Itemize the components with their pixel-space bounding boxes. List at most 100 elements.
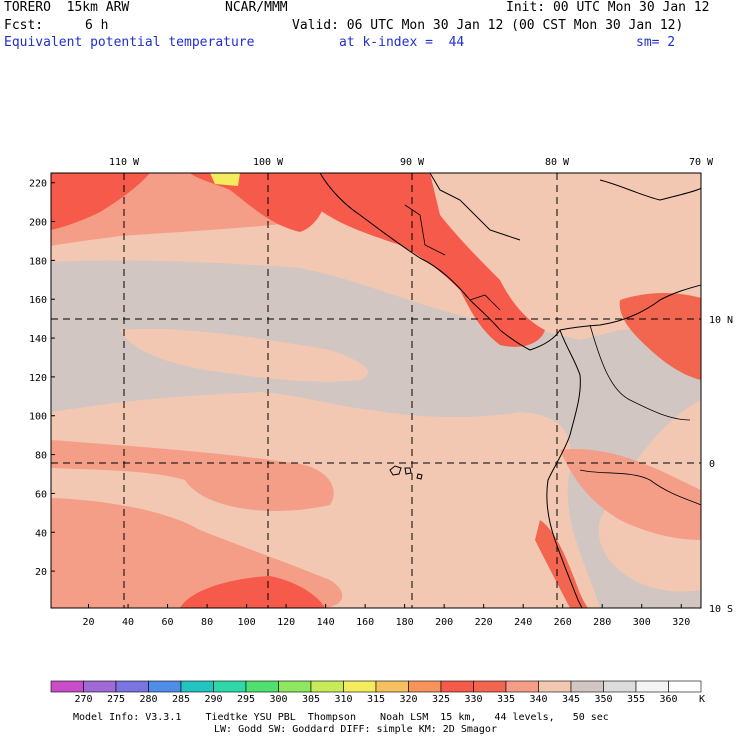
plot-area — [51, 173, 701, 608]
x-tick-label: 300 — [633, 617, 651, 628]
longitude-label: 80 W — [545, 157, 570, 168]
colorbar-label: 285 — [171, 694, 191, 705]
colorbar-swatch — [668, 680, 702, 693]
colorbar-swatch — [570, 680, 604, 693]
red-north-andes — [619, 293, 701, 380]
yellow-spot — [210, 173, 240, 186]
x-tick-label: 120 — [277, 617, 295, 628]
colorbar-swatch — [635, 680, 669, 693]
y-tick-label: 200 — [29, 218, 47, 229]
colorbar-label: 340 — [529, 694, 548, 705]
valid-time: Valid: 06 UTC Mon 30 Jan 12 (00 CST Mon … — [292, 18, 684, 33]
red-northwest — [51, 173, 150, 230]
colorbar-swatch — [245, 680, 279, 693]
init-time: Init: 00 UTC Mon 30 Jan 12 — [506, 0, 710, 15]
colorbar-label: 355 — [626, 694, 646, 705]
red-peru-coast — [535, 520, 588, 608]
x-tick-label: 280 — [593, 617, 611, 628]
colorbar-label: 360 — [659, 694, 678, 705]
forecast-hour: 6 h — [85, 18, 109, 33]
colorbar-label: 325 — [431, 694, 451, 705]
field-name: Equivalent potential temperature — [4, 35, 255, 50]
colorbar-swatch — [603, 680, 637, 693]
y-tick-label: 40 — [35, 528, 47, 539]
x-tick-label: 100 — [238, 617, 256, 628]
x-tick-label: 160 — [356, 617, 374, 628]
colorbar-label: 300 — [269, 694, 288, 705]
x-tick-label: 20 — [83, 617, 95, 628]
x-tick-label: 220 — [475, 617, 493, 628]
colorbar-swatch — [473, 680, 507, 693]
y-tick-label: 160 — [29, 295, 47, 306]
organization: NCAR/MMM — [225, 0, 288, 15]
colorbar-swatch — [310, 680, 344, 693]
longitude-labels: 110 W 100 W 90 W 80 W 70 W — [109, 157, 714, 168]
x-tick-label: 240 — [514, 617, 532, 628]
colorbar-swatch — [213, 680, 247, 693]
x-tick-label: 260 — [554, 617, 572, 628]
forecast-label: Fcst: — [4, 18, 44, 33]
colorbar-unit: K — [698, 694, 706, 705]
y-tick-label: 100 — [29, 412, 47, 423]
y-tick-label: 140 — [29, 334, 47, 345]
colorbar-swatch — [278, 680, 312, 693]
x-tick-label: 200 — [435, 617, 453, 628]
x-axis: 20 40 60 80 100 120 140 160 180 200 220 240 260 280 30… — [83, 604, 690, 628]
colorbar-swatch — [505, 680, 539, 693]
smoothing-info: sm= 2 — [636, 35, 676, 50]
colorbar-swatch — [440, 680, 474, 693]
colorbar-swatch — [83, 680, 117, 693]
tan-tongue — [120, 328, 369, 382]
longitude-label: 110 W — [109, 157, 140, 168]
colorbar-label: 280 — [139, 694, 158, 705]
colorbar-label: 320 — [399, 694, 418, 705]
x-tick-label: 180 — [396, 617, 414, 628]
colorbar-swatch — [115, 680, 149, 693]
longitude-label: 90 W — [400, 157, 425, 168]
y-tick-label: 20 — [35, 567, 47, 578]
colorbar-label: 275 — [106, 694, 126, 705]
red-north-center — [190, 173, 330, 232]
y-axis: 220 200 180 160 140 120 100 80 60 40 20 — [29, 179, 55, 578]
latitude-label: 0 — [709, 459, 715, 470]
longitude-label: 70 W — [689, 157, 714, 168]
plot-frame — [50, 172, 702, 609]
y-tick-label: 120 — [29, 373, 47, 384]
y-tick-label: 220 — [29, 179, 47, 190]
x-tick-label: 140 — [317, 617, 335, 628]
model-info: Model Info: V3.3.1 Tiedtke YSU PBL Thomp… — [73, 712, 609, 723]
colorbar-label: 310 — [334, 694, 353, 705]
colorbar-label: 345 — [561, 694, 581, 705]
colorbar-label: 270 — [74, 694, 93, 705]
colorbar-swatch — [148, 680, 182, 693]
latitude-label: 10 S — [709, 604, 733, 615]
x-tick-label: 40 — [122, 617, 134, 628]
red-patch-south — [180, 576, 325, 608]
longitude-label: 100 W — [253, 157, 284, 168]
x-tick-label: 320 — [672, 617, 690, 628]
colorbar-swatch — [180, 680, 214, 693]
colorbar-swatch — [50, 680, 84, 693]
y-tick-label: 60 — [35, 489, 47, 500]
model-name: TORERO 15km ARW — [4, 0, 130, 15]
x-tick-label: 80 — [201, 617, 213, 628]
colorbar-label: 335 — [496, 694, 516, 705]
colorbar-swatch — [408, 680, 442, 693]
colorbar-label: 305 — [301, 694, 321, 705]
x-tick-label: 60 — [162, 617, 174, 628]
colorbar-label: 350 — [594, 694, 613, 705]
lat-lon-grid — [51, 173, 701, 608]
salmon-band-south — [51, 440, 334, 511]
y-tick-label: 180 — [29, 256, 47, 267]
colorbar-label: 295 — [236, 694, 256, 705]
latitude-label: 10 N — [709, 315, 733, 326]
colorbar-swatch — [538, 680, 572, 693]
colorbar-label: 315 — [366, 694, 386, 705]
level-info: at k-index = 44 — [339, 35, 465, 50]
physics-info: LW: Godd SW: Goddard DIFF: simple KM: 2D… — [214, 724, 497, 735]
colorbar-swatch — [343, 680, 377, 693]
y-tick-label: 80 — [35, 451, 47, 462]
colorbar — [50, 680, 702, 693]
latitude-labels: 10 N 0 10 S — [709, 315, 733, 615]
